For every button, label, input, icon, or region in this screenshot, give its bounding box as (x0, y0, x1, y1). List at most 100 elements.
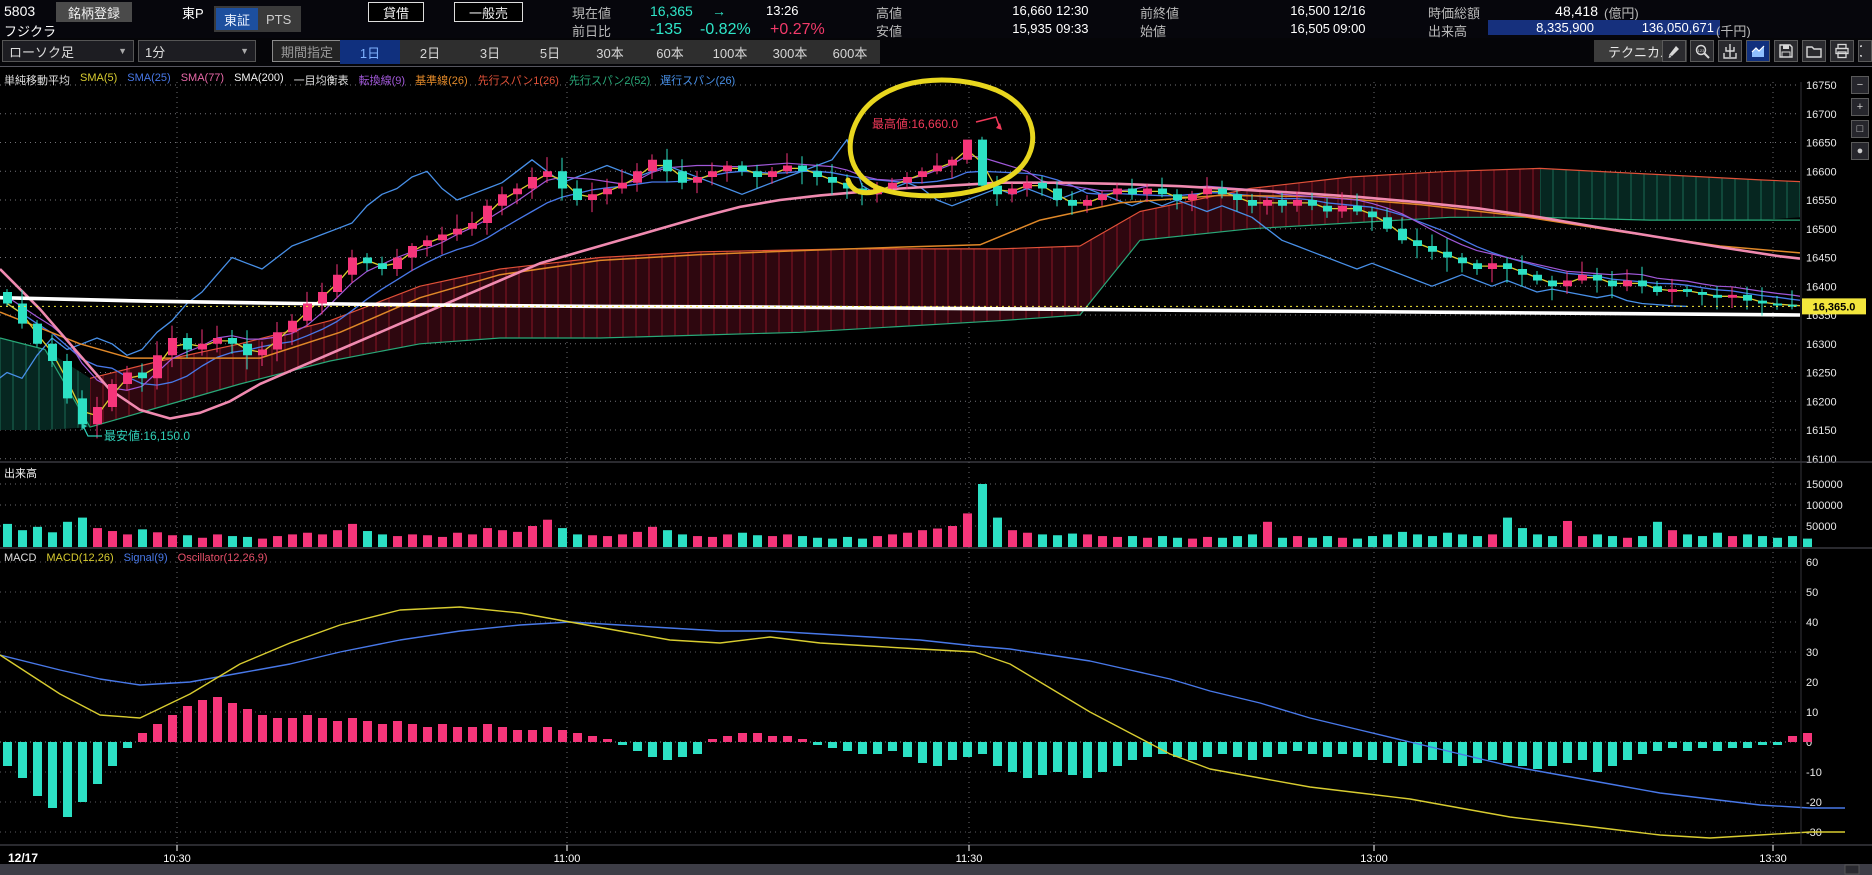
axis-label: -20 (1806, 797, 1822, 809)
chart-fit-button[interactable]: □ (1851, 120, 1869, 138)
chevron-down-icon: ▼ (240, 46, 249, 56)
save-icon[interactable] (1774, 40, 1798, 62)
chart-type-select[interactable]: ローソク足 ▼ (2, 40, 134, 62)
chart-reset-button[interactable]: ● (1851, 142, 1869, 160)
pencil-icon[interactable] (1662, 40, 1686, 62)
axis-label: 10 (1806, 707, 1818, 719)
legend-item: 遅行スパン(26) (660, 75, 736, 87)
axis-label: 50000 (1806, 521, 1837, 533)
chart-toolbar: ローソク足 ▼ 1分 ▼ 期間指定 ▼ 1日 2日 3日 5日 30本 60本 100本 300本 6… (0, 38, 1872, 67)
axis-label: 16600 (1806, 166, 1837, 178)
axis-label: 30 (1806, 647, 1818, 659)
period-button-7[interactable]: 100本 (712, 45, 748, 61)
change-label: 前日比 (572, 24, 612, 39)
area-chart-icon[interactable] (1746, 40, 1770, 62)
market-label: 東P (182, 6, 204, 21)
mcap-unit: (億円) (1604, 6, 1639, 21)
price-chart-canvas[interactable]: 1610016150162001625016300163501640016450… (0, 66, 1872, 875)
legend-item: Signal(9) (123, 552, 168, 564)
more-icon[interactable] (1858, 40, 1872, 62)
axis-label: 0 (1806, 737, 1812, 749)
prevclose-date: 12/16 (1333, 3, 1366, 18)
axis-label: 60 (1806, 557, 1818, 569)
axis-label: 40 (1806, 617, 1818, 629)
interval-value: 1分 (145, 44, 166, 60)
high-label: 高値 (876, 6, 903, 21)
axis-label: 16150 (1806, 425, 1837, 437)
high-time: 12:30 (1056, 3, 1089, 18)
axis-label: 16200 (1806, 396, 1837, 408)
period-button-6[interactable]: 60本 (656, 45, 684, 61)
axis-label: 16450 (1806, 253, 1837, 265)
tab-tosho[interactable]: 東証 (216, 8, 259, 30)
printer-icon[interactable] (1830, 40, 1854, 62)
legend-item: MACD(12,26) (46, 552, 114, 564)
horizontal-scrollbar[interactable] (0, 864, 1872, 875)
svg-text:123: 123 (1698, 48, 1705, 53)
chart-area[interactable]: 16100 16150 16200 16250 16300 16350 16400 16450… (0, 66, 1872, 875)
zoom-search-icon[interactable]: 123 (1690, 40, 1714, 62)
current-time: 13:26 (766, 3, 799, 18)
axis-label: 16500 (1806, 224, 1837, 236)
axis-label: 50 (1806, 587, 1818, 599)
axis-label: 11:00 (554, 853, 581, 865)
period-button-1[interactable]: 1日 (340, 40, 400, 64)
volume-panel-label: 出来高 (4, 468, 37, 480)
axis-label: 11:30 (956, 853, 983, 865)
axis-label: 16400 (1806, 281, 1837, 293)
taishaku-badge[interactable]: 貸借 (368, 2, 425, 22)
current-value: 16,365 (650, 3, 693, 19)
axis-label: 16650 (1806, 138, 1837, 150)
period-button-3[interactable]: 3日 (479, 45, 501, 61)
export-icon[interactable] (1718, 40, 1742, 62)
chart-zoom-out-button[interactable]: − (1851, 76, 1869, 94)
turnover-unit: (千円) (1716, 24, 1751, 39)
prevclose-value: 16,500 (1290, 3, 1330, 18)
period-button-5[interactable]: 30本 (596, 45, 624, 61)
chart-type-value: ローソク足 (9, 44, 75, 60)
legend-item: 単純移動平均 (4, 75, 70, 87)
macd-legend: MACD MACD(12,26) Signal(9) Oscillator(12,26… (4, 552, 268, 564)
period-button-9[interactable]: 600本 (832, 45, 868, 61)
axis-label: 13:30 (1759, 853, 1787, 865)
open-label: 始値 (1140, 24, 1167, 39)
period-button-4[interactable]: 5日 (539, 45, 561, 61)
low-time: 09:33 (1056, 21, 1089, 36)
open-value: 16,505 (1290, 21, 1330, 36)
legend-item: SMA(200) (234, 72, 284, 84)
open-time: 09:00 (1333, 21, 1366, 36)
folder-icon[interactable] (1802, 40, 1826, 62)
axis-label: 最高値:16,660.0 (872, 116, 958, 131)
legend-item: 先行スパン1(26) (477, 75, 559, 87)
axis-label: 16700 (1806, 109, 1837, 121)
ippan-badge[interactable]: 一般売 (454, 2, 524, 22)
legend-item: 一目均衡表 (293, 75, 349, 87)
legend-item: SMA(25) (127, 72, 171, 84)
period-button-2[interactable]: 2日 (419, 45, 441, 61)
axis-label: 16100 (1806, 454, 1837, 466)
tab-pts[interactable]: PTS (266, 11, 292, 27)
legend-item: Oscillator(12,26,9) (177, 552, 268, 564)
period-range-label: 期間指定 (281, 44, 334, 60)
period-buttons: 1日 2日 3日 5日 30本 60本 100本 300本 600本 (340, 40, 880, 64)
legend-item: 基準線(26) (415, 75, 468, 87)
current-label: 現在値 (572, 6, 612, 21)
axis-label: 13:00 (1360, 853, 1388, 865)
chart-zoom-in-button[interactable]: + (1851, 98, 1869, 116)
register-stock-button[interactable]: 銘柄登録 (56, 2, 133, 22)
low-label: 安値 (876, 24, 903, 39)
high-value: 16,660 (1012, 3, 1052, 18)
period-button-8[interactable]: 300本 (772, 45, 808, 61)
axis-label: 16750 (1806, 80, 1837, 92)
volume-value: 8,335,900 (1488, 20, 1600, 35)
axis-label: 16300 (1806, 339, 1837, 351)
legend-item: SMA(5) (80, 72, 118, 84)
interval-select[interactable]: 1分 ▼ (138, 40, 256, 62)
legend-item: MACD (4, 552, 37, 564)
axis-label: 12/17 (8, 851, 38, 865)
low-value: 15,935 (1012, 21, 1052, 36)
axis-label: 150000 (1806, 479, 1843, 491)
axis-label: 20 (1806, 677, 1818, 689)
axis-label: 100000 (1806, 500, 1843, 512)
axis-label: -10 (1806, 767, 1822, 779)
